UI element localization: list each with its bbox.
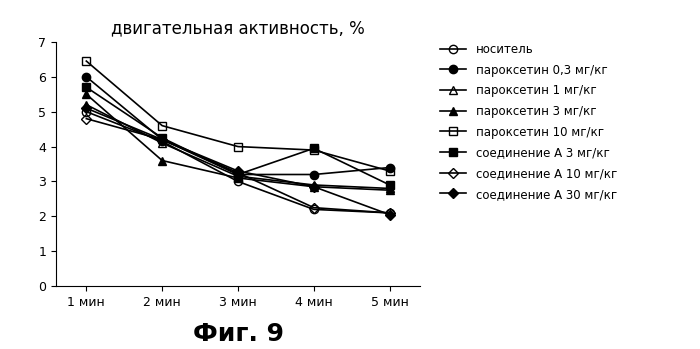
пароксетин 1 мг/кг xyxy=(82,103,90,107)
носитель xyxy=(82,110,90,114)
носитель xyxy=(309,207,318,211)
соединение А 30 мг/кг xyxy=(158,138,167,142)
соединение А 30 мг/кг xyxy=(386,213,394,217)
Line: соединение А 30 мг/кг: соединение А 30 мг/кг xyxy=(83,105,393,218)
соединение А 10 мг/кг xyxy=(234,171,242,175)
пароксетин 0,3 мг/кг xyxy=(309,172,318,177)
соединение А 10 мг/кг xyxy=(158,138,167,142)
Line: пароксетин 0,3 мг/кг: пароксетин 0,3 мг/кг xyxy=(82,73,394,179)
пароксетин 1 мг/кг xyxy=(386,186,394,191)
Legend: носитель, пароксетин 0,3 мг/кг, пароксетин 1 мг/кг, пароксетин 3 мг/кг, пароксет: носитель, пароксетин 0,3 мг/кг, пароксет… xyxy=(440,43,617,201)
пароксетин 10 мг/кг xyxy=(234,144,242,149)
соединение А 3 мг/кг xyxy=(82,85,90,89)
пароксетин 1 мг/кг xyxy=(158,141,167,145)
носитель xyxy=(386,211,394,215)
Line: соединение А 3 мг/кг: соединение А 3 мг/кг xyxy=(82,83,394,189)
соединение А 10 мг/кг xyxy=(82,117,90,121)
соединение А 30 мг/кг xyxy=(234,169,242,173)
пароксетин 0,3 мг/кг xyxy=(234,172,242,177)
пароксетин 3 мг/кг xyxy=(158,158,167,163)
соединение А 3 мг/кг xyxy=(234,172,242,177)
пароксетин 10 мг/кг xyxy=(386,169,394,173)
Title: двигательная активность, %: двигательная активность, % xyxy=(111,20,365,38)
соединение А 3 мг/кг xyxy=(386,183,394,187)
носитель xyxy=(158,139,167,143)
пароксетин 0,3 мг/кг xyxy=(158,138,167,142)
пароксетин 10 мг/кг xyxy=(158,124,167,128)
пароксетин 3 мг/кг xyxy=(234,176,242,180)
пароксетин 0,3 мг/кг xyxy=(386,165,394,170)
Line: пароксетин 10 мг/кг: пароксетин 10 мг/кг xyxy=(82,57,394,175)
пароксетин 1 мг/кг xyxy=(309,183,318,187)
пароксетин 1 мг/кг xyxy=(234,174,242,178)
Line: пароксетин 3 мг/кг: пароксетин 3 мг/кг xyxy=(82,90,394,194)
соединение А 3 мг/кг xyxy=(309,146,318,150)
соединение А 3 мг/кг xyxy=(158,136,167,140)
Line: носитель: носитель xyxy=(82,107,394,217)
носитель xyxy=(234,179,242,184)
Line: соединение А 10 мг/кг: соединение А 10 мг/кг xyxy=(83,115,393,216)
соединение А 10 мг/кг xyxy=(309,206,318,210)
пароксетин 10 мг/кг xyxy=(82,59,90,63)
соединение А 30 мг/кг xyxy=(82,106,90,110)
соединение А 30 мг/кг xyxy=(309,185,318,189)
пароксетин 10 мг/кг xyxy=(309,148,318,152)
пароксетин 0,3 мг/кг xyxy=(82,75,90,79)
пароксетин 3 мг/кг xyxy=(386,188,394,192)
пароксетин 3 мг/кг xyxy=(309,185,318,189)
Line: пароксетин 1 мг/кг: пароксетин 1 мг/кг xyxy=(82,101,394,193)
соединение А 10 мг/кг xyxy=(386,211,394,215)
пароксетин 3 мг/кг xyxy=(82,92,90,96)
Text: Фиг. 9: Фиг. 9 xyxy=(193,321,284,346)
